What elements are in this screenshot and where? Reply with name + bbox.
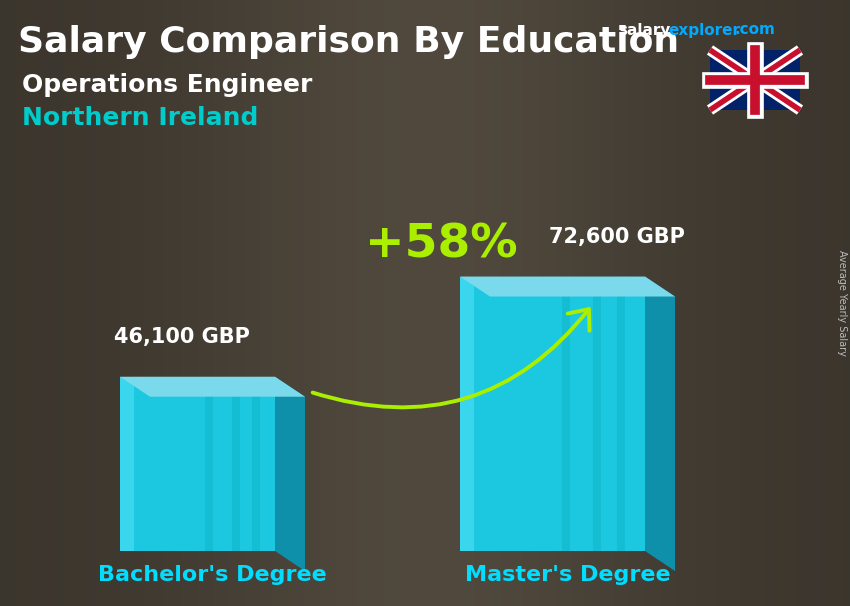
Polygon shape	[562, 276, 570, 551]
Text: explorer: explorer	[668, 22, 740, 38]
Text: +58%: +58%	[365, 222, 518, 267]
Text: Bachelor's Degree: Bachelor's Degree	[98, 565, 327, 585]
Text: Operations Engineer: Operations Engineer	[22, 73, 313, 97]
Polygon shape	[231, 377, 240, 551]
Text: .com: .com	[735, 22, 776, 38]
Text: Average Yearly Salary: Average Yearly Salary	[837, 250, 847, 356]
Text: Northern Ireland: Northern Ireland	[22, 106, 258, 130]
Text: Salary Comparison By Education: Salary Comparison By Education	[18, 25, 679, 59]
FancyArrowPatch shape	[313, 309, 590, 407]
Polygon shape	[205, 377, 213, 551]
Polygon shape	[593, 276, 601, 551]
Text: 46,100 GBP: 46,100 GBP	[114, 327, 250, 347]
Polygon shape	[460, 276, 675, 296]
Polygon shape	[252, 377, 260, 551]
Polygon shape	[617, 276, 626, 551]
Polygon shape	[460, 276, 645, 551]
Bar	[710, 50, 800, 110]
Polygon shape	[120, 377, 305, 397]
Text: 72,600 GBP: 72,600 GBP	[549, 227, 685, 247]
Polygon shape	[645, 276, 675, 571]
Text: Master's Degree: Master's Degree	[465, 565, 671, 585]
Polygon shape	[275, 377, 305, 571]
Text: salary: salary	[618, 22, 671, 38]
Polygon shape	[120, 377, 275, 551]
Polygon shape	[120, 377, 134, 551]
Polygon shape	[460, 276, 474, 551]
